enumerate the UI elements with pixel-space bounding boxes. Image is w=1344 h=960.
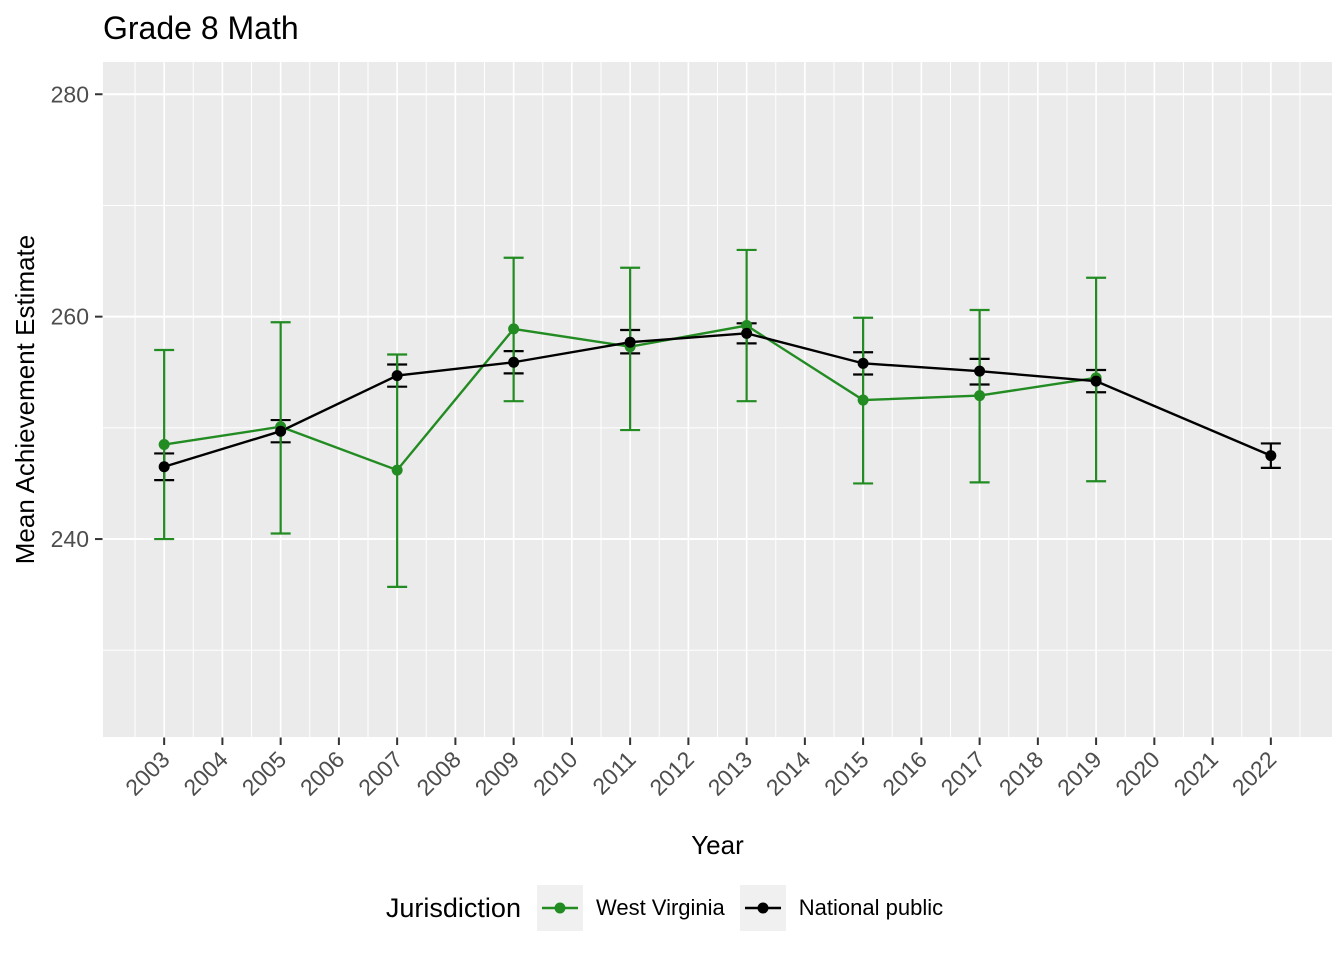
data-point-national-public [1090, 375, 1102, 387]
legend-key-national-public [739, 885, 786, 931]
data-point-west-virginia [857, 394, 869, 406]
x-tick-label: 2008 [411, 746, 466, 801]
data-point-national-public [508, 356, 520, 368]
x-tick-label: 2011 [587, 746, 640, 799]
data-point-national-public [974, 365, 986, 377]
x-tick-label: 2010 [528, 746, 583, 801]
x-axis-title: Year [691, 830, 744, 860]
y-tick-label: 280 [51, 81, 89, 107]
x-tick-label: 2006 [295, 746, 350, 801]
data-point-west-virginia [391, 464, 403, 476]
x-tick-label: 2021 [1169, 746, 1224, 801]
x-tick-label: 2003 [120, 746, 175, 801]
legend-label: West Virginia [595, 895, 725, 920]
line-point-icon [744, 902, 781, 914]
legend-title: Jurisdiction [385, 892, 521, 923]
x-tick-label: 2022 [1227, 746, 1282, 801]
data-point-west-virginia [741, 320, 753, 332]
line-point-icon [541, 902, 578, 914]
legend-entry-west-virginia: West Virginia [536, 885, 725, 931]
x-tick-label: 2007 [353, 746, 408, 801]
x-tick-label: 2013 [703, 746, 758, 801]
chart-title: Grade 8 Math [103, 10, 299, 46]
data-point-national-public [624, 336, 636, 348]
x-tick-label: 2004 [178, 746, 233, 801]
data-point-national-public [1265, 450, 1277, 462]
data-point-national-public [158, 461, 170, 473]
series-line-national-public [163, 332, 1272, 468]
data-point-national-public [857, 357, 869, 369]
y-tick-label: 240 [51, 526, 89, 552]
legend-label: National public [798, 895, 944, 920]
x-tick-label: 2005 [237, 746, 292, 801]
x-tick-label: 2017 [936, 746, 991, 801]
x-tick-label: 2009 [470, 746, 525, 801]
legend: Jurisdiction West Virginia National publ… [0, 880, 1344, 936]
x-tick-label: 2019 [1052, 746, 1107, 801]
data-point-west-virginia [508, 323, 520, 335]
data-point-west-virginia [158, 439, 170, 451]
x-tick-label: 2015 [819, 746, 874, 801]
legend-entry-national-public: National public [739, 885, 944, 931]
x-tick-label: 2016 [877, 746, 932, 801]
x-tick-label: 2014 [761, 746, 816, 801]
data-point-national-public [741, 327, 753, 339]
x-tick-label: 2018 [994, 746, 1049, 801]
legend-key-west-virginia [536, 885, 583, 931]
x-tick-label: 2020 [1110, 746, 1165, 801]
y-tick-label: 260 [51, 304, 89, 330]
data-point-west-virginia [974, 390, 986, 402]
data-point-national-public [391, 370, 403, 382]
data-point-national-public [275, 425, 287, 437]
x-tick-label: 2012 [644, 746, 699, 801]
